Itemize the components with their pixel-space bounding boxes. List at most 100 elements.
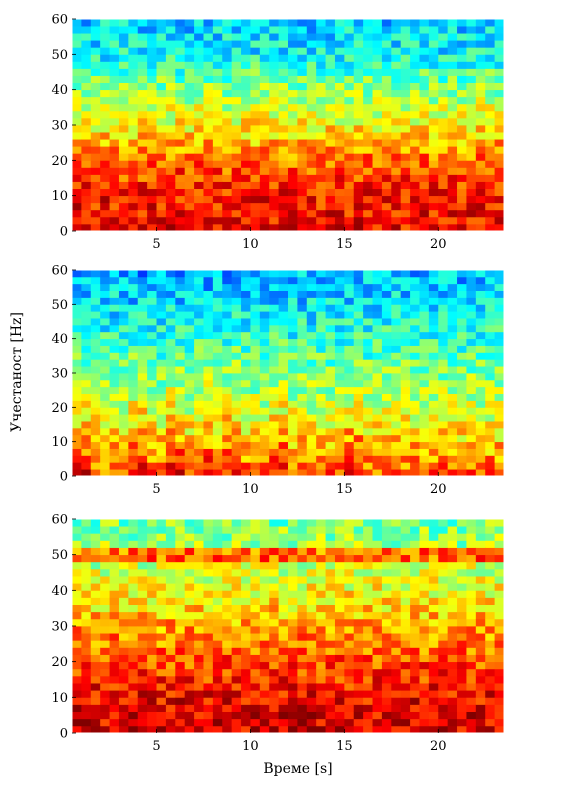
heatmap-cell — [344, 68, 355, 76]
heatmap-cell — [231, 711, 242, 720]
heatmap-cell — [147, 359, 157, 367]
heatmap-cell — [241, 96, 251, 105]
heatmap-cell — [485, 345, 496, 353]
heatmap-cell — [156, 146, 167, 154]
heatmap-cell — [259, 640, 270, 648]
heatmap-cell — [231, 469, 242, 477]
heatmap-cell — [457, 568, 467, 577]
heatmap-cell — [475, 61, 486, 69]
heatmap-cell — [428, 661, 439, 670]
heatmap-cell — [194, 448, 204, 456]
heatmap-cell — [231, 683, 242, 691]
heatmap-cell — [334, 318, 345, 326]
heatmap-cell — [297, 167, 308, 175]
heatmap-cell — [259, 633, 270, 641]
heatmap-cell — [400, 54, 411, 62]
heatmap-cell — [428, 668, 439, 677]
heatmap-cell — [297, 82, 308, 91]
heatmap-cell — [306, 421, 317, 429]
heatmap-cell — [297, 89, 308, 98]
heatmap-cell — [212, 421, 223, 429]
heatmap-cell — [372, 125, 383, 133]
heatmap-cell — [241, 590, 251, 598]
heatmap-cell — [400, 626, 411, 634]
heatmap-cell — [81, 110, 92, 119]
heatmap-cell — [231, 132, 242, 140]
heatmap-cell — [250, 462, 261, 470]
heatmap-cell — [109, 583, 120, 591]
heatmap-cell — [353, 597, 364, 605]
heatmap-cell — [410, 181, 420, 189]
heatmap-cell — [165, 583, 176, 591]
heatmap-cell — [381, 338, 392, 346]
heatmap-cell — [325, 400, 336, 408]
heatmap-cell — [363, 167, 373, 175]
heatmap-cell — [72, 533, 82, 541]
heatmap-cell — [447, 618, 458, 627]
heatmap-cell — [90, 324, 101, 333]
heatmap-cell — [438, 421, 449, 429]
heatmap-cell — [447, 33, 458, 41]
heatmap-cell — [109, 647, 120, 655]
heatmap-cell — [203, 421, 214, 429]
heatmap-cell — [344, 561, 355, 570]
heatmap-cell — [241, 40, 251, 48]
heatmap-cell — [165, 139, 176, 147]
heatmap-cell — [353, 167, 364, 175]
heatmap-cell — [353, 654, 364, 663]
heatmap-cell — [288, 661, 298, 670]
heatmap-cell — [203, 668, 214, 677]
heatmap-cell — [156, 626, 167, 634]
heatmap-cell — [212, 576, 223, 584]
heatmap-cell — [137, 276, 148, 285]
heatmap-cell — [156, 125, 167, 133]
heatmap-cell — [475, 462, 486, 470]
heatmap-cell — [269, 640, 280, 648]
heatmap-cell — [447, 26, 458, 34]
heatmap-cell — [288, 146, 298, 154]
heatmap-cell — [466, 297, 477, 305]
heatmap-cell — [156, 533, 167, 541]
heatmap-cell — [475, 167, 486, 175]
heatmap-cell — [438, 331, 449, 340]
heatmap-cell — [494, 393, 505, 401]
heatmap-cell — [494, 270, 505, 278]
heatmap-cell — [175, 640, 186, 648]
y-tick-label: 0 — [60, 727, 68, 742]
heatmap-cell — [259, 400, 270, 408]
heatmap-cell — [297, 174, 308, 182]
heatmap-cell — [306, 568, 317, 577]
heatmap-cell — [475, 576, 486, 584]
heatmap-cell — [147, 297, 157, 305]
heatmap-cell — [128, 276, 139, 285]
heatmap-cell — [147, 125, 157, 133]
heatmap-cell — [419, 647, 430, 655]
heatmap-cell — [147, 223, 157, 232]
x-tick-label: 15 — [336, 237, 353, 252]
heatmap-cell — [137, 561, 148, 570]
heatmap-cell — [156, 311, 167, 319]
heatmap-cell — [447, 690, 458, 698]
heatmap-cell — [100, 400, 110, 408]
heatmap-cell — [100, 103, 110, 112]
heatmap-cell — [457, 633, 467, 641]
heatmap-cell — [100, 540, 110, 548]
heatmap-cell — [353, 448, 364, 456]
heatmap-cell — [391, 661, 402, 670]
heatmap-cell — [165, 618, 176, 627]
heatmap-cell — [400, 400, 411, 408]
heatmap-cell — [297, 338, 308, 346]
heatmap-cell — [118, 441, 129, 449]
heatmap-cell — [259, 202, 270, 211]
heatmap-cell — [353, 125, 364, 133]
heatmap-cell — [438, 455, 449, 463]
heatmap-cell — [269, 125, 280, 133]
heatmap-cell — [428, 697, 439, 705]
heatmap-cell — [381, 400, 392, 408]
heatmap-cell — [419, 270, 430, 278]
heatmap-cell — [410, 304, 420, 312]
heatmap-cell — [269, 393, 280, 401]
heatmap-cell — [165, 318, 176, 326]
heatmap-cell — [494, 209, 505, 218]
heatmap-cell — [194, 379, 204, 388]
